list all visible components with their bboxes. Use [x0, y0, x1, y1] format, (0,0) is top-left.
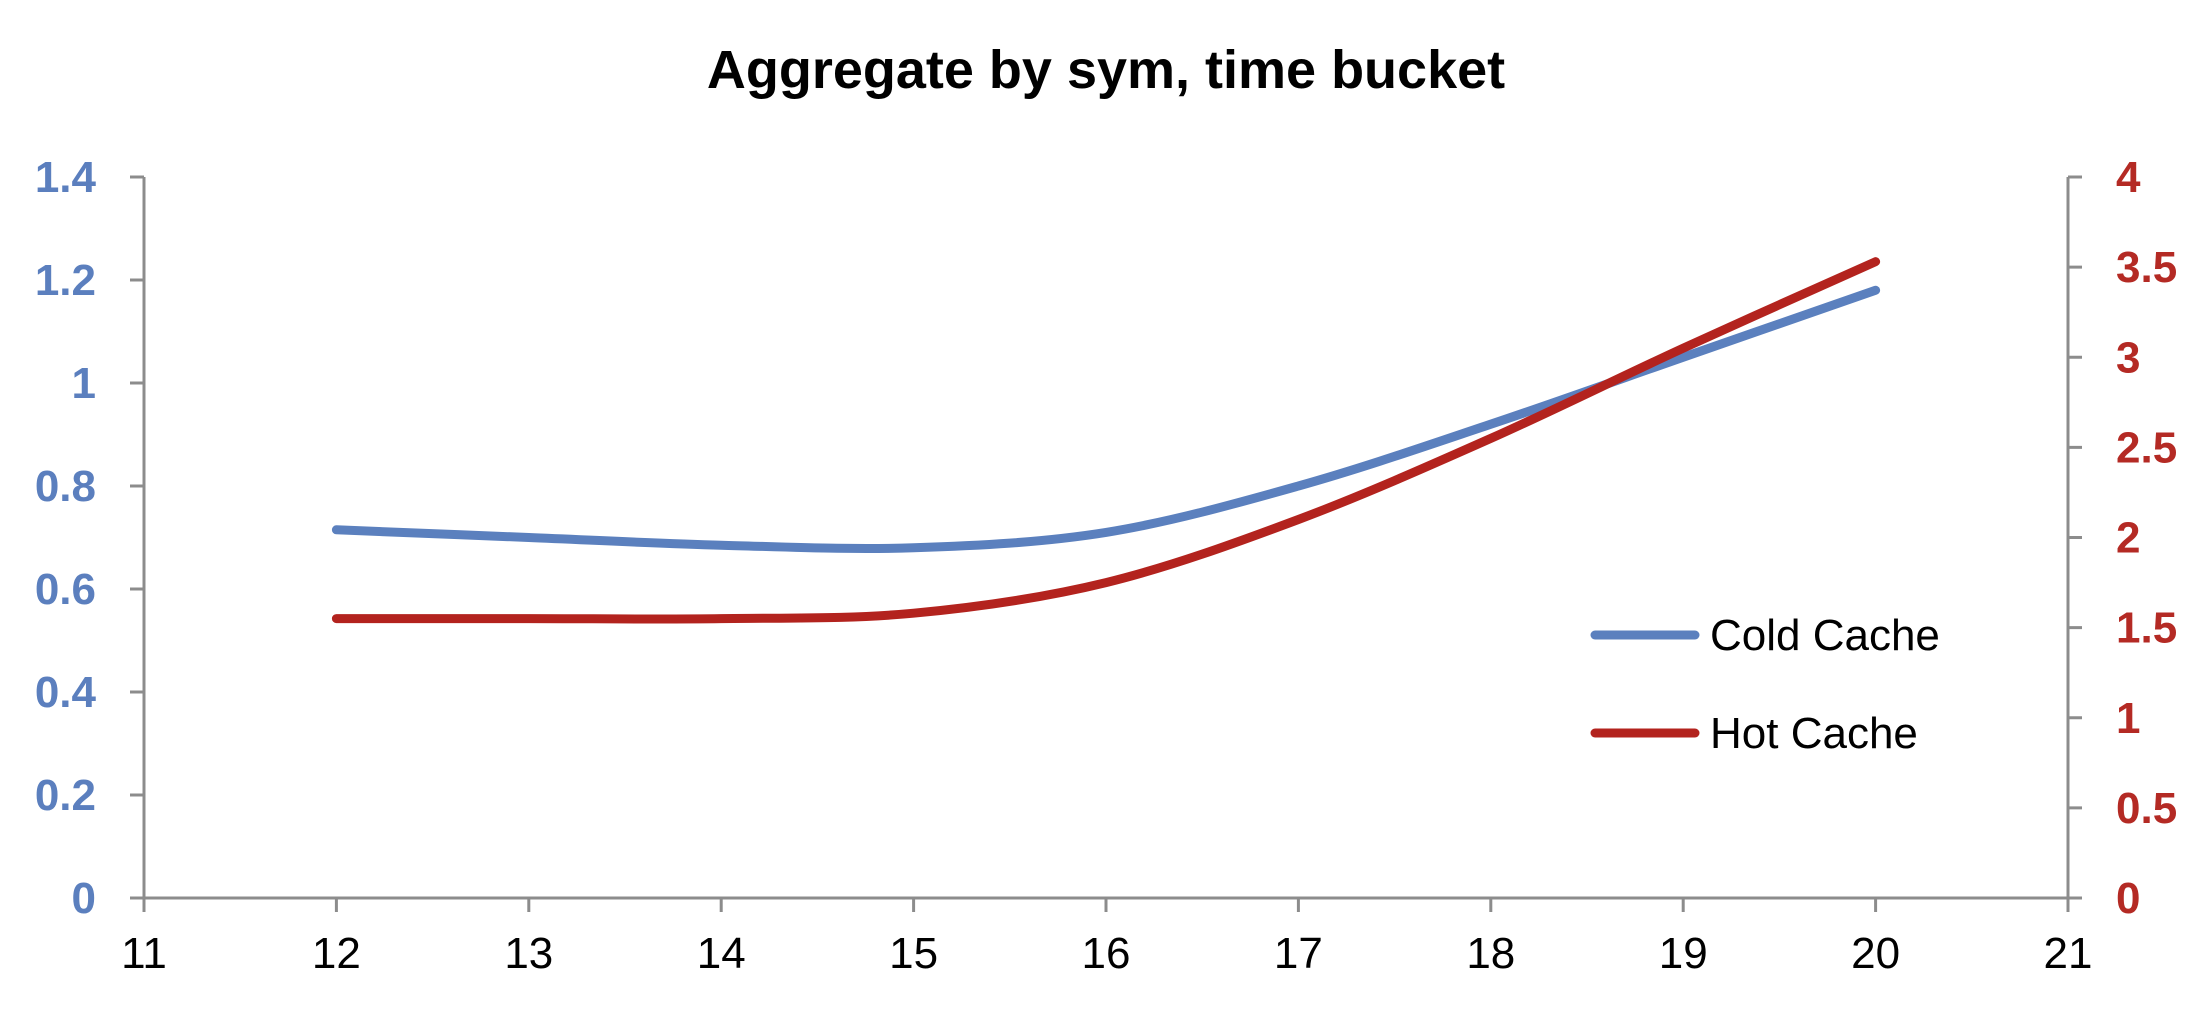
x-tick-label: 19 — [1659, 929, 1708, 978]
x-tick-label: 13 — [504, 929, 553, 978]
y-left-tick-label: 0.8 — [35, 462, 96, 511]
x-tick-label: 20 — [1851, 929, 1900, 978]
y-right-tick-label: 2 — [2116, 514, 2140, 563]
y-left-tick-label: 0.2 — [35, 771, 96, 820]
axes: 11 12 13 14 15 16 17 18 19 20 2100.20.40.60.811.21… — [35, 153, 2177, 978]
y-left-tick-label: 0.4 — [35, 668, 97, 717]
legend-label-hot-cache: Hot Cache — [1710, 709, 1918, 758]
y-left-tick-label: 1 — [72, 359, 96, 408]
legend: Cold Cache Hot Cache — [1590, 611, 1940, 758]
x-tick-label: 14 — [697, 929, 746, 978]
series-layer — [331, 257, 1881, 624]
y-left-tick-label: 0.6 — [35, 565, 96, 614]
x-tick-label: 17 — [1274, 929, 1323, 978]
y-left-tick-label: 1.4 — [35, 153, 97, 202]
y-right-tick-label: 3.5 — [2116, 243, 2177, 292]
series-line-hot-cache — [331, 257, 1881, 624]
y-left-tick-label: 1.2 — [35, 256, 96, 305]
y-right-tick-label: 0 — [2116, 874, 2140, 923]
x-tick-label: 21 — [2044, 929, 2093, 978]
chart-title: Aggregate by sym, time bucket — [707, 40, 1505, 100]
x-tick-label: 15 — [889, 929, 938, 978]
x-tick-label: 18 — [1466, 929, 1515, 978]
y-right-tick-label: 0.5 — [2116, 784, 2177, 833]
y-right-tick-label: 2.5 — [2116, 423, 2177, 472]
y-right-tick-label: 3 — [2116, 333, 2140, 382]
y-right-tick-label: 1 — [2116, 694, 2140, 743]
x-tick-label: 11 — [121, 929, 167, 978]
y-right-tick-label: 1.5 — [2116, 604, 2177, 653]
series-line-cold-cache — [331, 285, 1881, 554]
y-left-tick-label: 0 — [72, 874, 96, 923]
x-tick-label: 12 — [312, 929, 361, 978]
legend-label-cold-cache: Cold Cache — [1710, 611, 1940, 660]
y-right-tick-label: 4 — [2116, 153, 2141, 202]
x-tick-label: 16 — [1082, 929, 1131, 978]
